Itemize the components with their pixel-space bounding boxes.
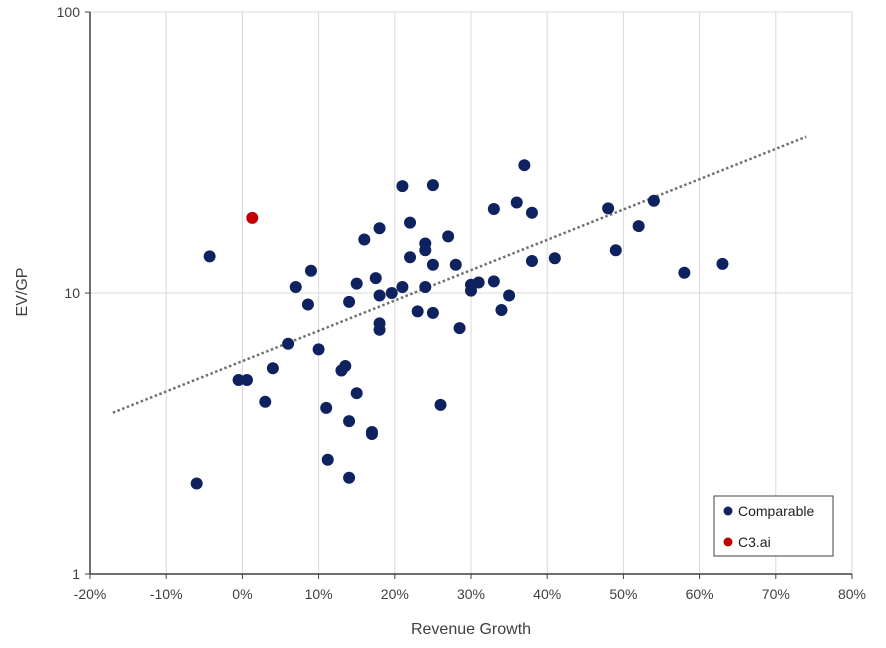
comparable-point <box>442 230 455 243</box>
comparable-point <box>339 359 352 372</box>
x-tick-label: 70% <box>762 586 790 602</box>
comparable-point <box>396 180 409 193</box>
comparable-point <box>487 203 500 216</box>
comparable-point <box>426 179 439 192</box>
comparable-point <box>678 266 691 279</box>
comparable-point <box>510 196 523 209</box>
comparable-point <box>350 277 363 290</box>
comparable-point <box>411 305 424 318</box>
comparable-point <box>487 275 500 288</box>
x-tick-label: -10% <box>150 586 183 602</box>
comparable-point <box>449 258 462 271</box>
comparable-point <box>282 337 295 350</box>
y-tick-label: 10 <box>64 285 80 301</box>
comparable-point <box>232 374 245 387</box>
comparable-point <box>426 306 439 319</box>
comparable-point <box>495 303 508 316</box>
comparable-point <box>518 159 531 172</box>
comparable-point <box>259 395 272 408</box>
comparable-point <box>453 322 466 335</box>
y-tick-label: 100 <box>57 4 81 20</box>
comparable-point <box>301 298 314 311</box>
c3ai-point <box>246 211 259 224</box>
legend-label-c3ai: C3.ai <box>738 534 771 550</box>
legend-marker-c3ai <box>723 537 733 547</box>
axes <box>85 11 853 579</box>
x-tick-label: 30% <box>457 586 485 602</box>
comparable-point <box>373 289 386 302</box>
comparable-point <box>602 202 615 215</box>
comparable-point <box>369 272 382 285</box>
x-tick-label: 60% <box>686 586 714 602</box>
comparable-point <box>609 244 622 257</box>
x-axis-title: Revenue Growth <box>411 621 531 638</box>
comparable-point <box>240 374 253 387</box>
x-tick-label: 10% <box>305 586 333 602</box>
trendline <box>112 135 807 414</box>
comparable-point <box>647 194 660 207</box>
comparable-point <box>404 216 417 229</box>
comparable-point <box>304 264 317 277</box>
legend: Comparable C3.ai <box>713 495 834 557</box>
comparable-point <box>320 401 333 414</box>
comparable-point <box>503 289 516 302</box>
comparable-point <box>434 398 447 411</box>
comparable-point <box>343 471 356 484</box>
y-axis-title: EV/GP <box>14 268 31 317</box>
comparable-point <box>266 362 279 375</box>
comparable-point <box>365 427 378 440</box>
comparable-point <box>350 387 363 400</box>
x-tick-label: 50% <box>609 586 637 602</box>
x-tick-label: 40% <box>533 586 561 602</box>
data-points <box>190 159 729 490</box>
comparable-point <box>289 281 302 294</box>
comparable-point <box>632 220 645 233</box>
comparable-point <box>525 254 538 267</box>
comparable-point <box>465 284 477 297</box>
comparable-point <box>404 251 417 264</box>
comparable-point <box>396 281 409 294</box>
x-tick-label: -20% <box>74 586 107 602</box>
comparable-point <box>321 453 334 466</box>
x-tick-label: 80% <box>838 586 866 602</box>
comparable-point <box>419 281 432 294</box>
tick-labels: -20% -10% 0% 10% 20% 30% 40% 50% 60% 70% 80% 1 10 100 <box>57 4 866 602</box>
comparable-point <box>548 252 561 265</box>
comparable-point <box>343 415 356 428</box>
comparable-point <box>190 477 203 490</box>
comparable-point <box>472 276 485 289</box>
comparable-point <box>203 250 216 263</box>
x-tick-label: 0% <box>232 586 252 602</box>
comparable-point <box>312 343 325 356</box>
comparable-point <box>373 222 386 235</box>
legend-marker-comparable <box>723 506 733 516</box>
comparable-point <box>525 206 538 219</box>
comparable-point <box>716 257 729 270</box>
legend-box <box>713 495 834 557</box>
x-tick-label: 20% <box>381 586 409 602</box>
comparable-point <box>358 233 371 246</box>
trendline-layer <box>112 135 807 414</box>
y-tick-label: 1 <box>72 566 80 582</box>
legend-label-comparable: Comparable <box>738 503 814 519</box>
comparable-point <box>343 295 356 308</box>
comparable-point <box>385 287 398 299</box>
comparable-point <box>373 323 386 336</box>
comparable-point <box>426 258 439 271</box>
comparable-point <box>419 244 432 257</box>
